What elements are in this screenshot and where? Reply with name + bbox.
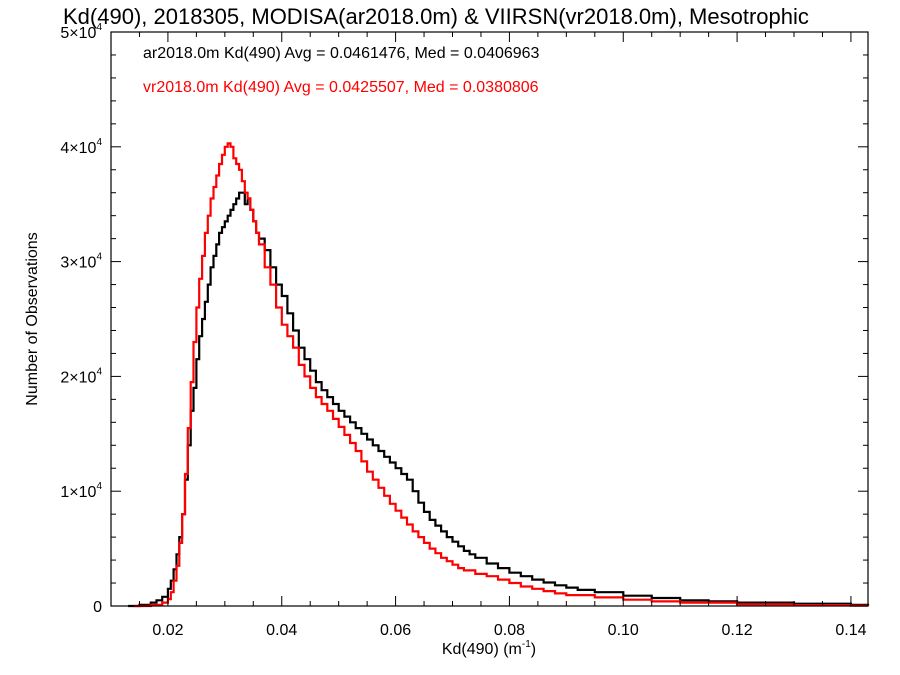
x-axis-label-suffix: ) [531, 641, 536, 658]
y-tick-label-sup: 4 [96, 481, 102, 492]
y-tick-label: 1×104 [60, 481, 102, 501]
x-tick-label: 0.06 [380, 622, 411, 639]
x-axis-label-main: Kd(490) (m [442, 641, 522, 658]
y-tick-label: 5×104 [60, 22, 102, 42]
y-tick-label-main: 2×10 [60, 369, 96, 386]
x-tick-label: 0.12 [722, 622, 753, 639]
legend: ar2018.0m Kd(490) Avg = 0.0461476, Med =… [143, 45, 540, 96]
series-line-vr2018-0m [133, 142, 870, 608]
x-axis-label-sup: -1 [522, 639, 531, 650]
x-tick-label: 0.08 [494, 622, 525, 639]
y-tick-label-main: 0 [93, 599, 102, 616]
x-axis: 0.02 0.04 0.06 0.08 0.10 0.12 0.14 [138, 32, 867, 639]
x-tick-label: 0.02 [152, 622, 183, 639]
y-tick-label-sup: 4 [96, 252, 102, 263]
x-tick-label: 0.04 [266, 622, 297, 639]
y-axis-label: Number of Observations [24, 232, 41, 405]
y-tick-label-main: 3×10 [60, 255, 96, 272]
y-tick-label-main: 5×10 [60, 25, 96, 42]
legend-entry-vr2018: vr2018.0m Kd(490) Avg = 0.0425507, Med =… [143, 79, 539, 96]
plot-frame [110, 31, 869, 607]
y-tick-label: 0 [93, 599, 102, 616]
y-tick-label-main: 4×10 [60, 140, 96, 157]
y-tick-label-sup: 4 [96, 22, 102, 33]
legend-entry-ar2018: ar2018.0m Kd(490) Avg = 0.0461476, Med =… [143, 45, 540, 62]
y-tick-label: 2×104 [60, 366, 102, 386]
x-axis-label: Kd(490) (m-1) [442, 639, 536, 658]
chart-title: Kd(490), 2018305, MODISA(ar2018.0m) & VI… [63, 4, 809, 29]
y-tick-label: 3×104 [60, 252, 102, 272]
y-tick-label-main: 1×10 [60, 484, 96, 501]
series-layer [128, 142, 870, 608]
y-tick-label: 4×104 [60, 137, 102, 157]
x-tick-label: 0.10 [608, 622, 639, 639]
x-tick-label: 0.14 [835, 622, 866, 639]
series-line-ar2018-0m [128, 191, 870, 608]
y-tick-label-sup: 4 [96, 137, 102, 148]
y-tick-label-sup: 4 [96, 366, 102, 377]
